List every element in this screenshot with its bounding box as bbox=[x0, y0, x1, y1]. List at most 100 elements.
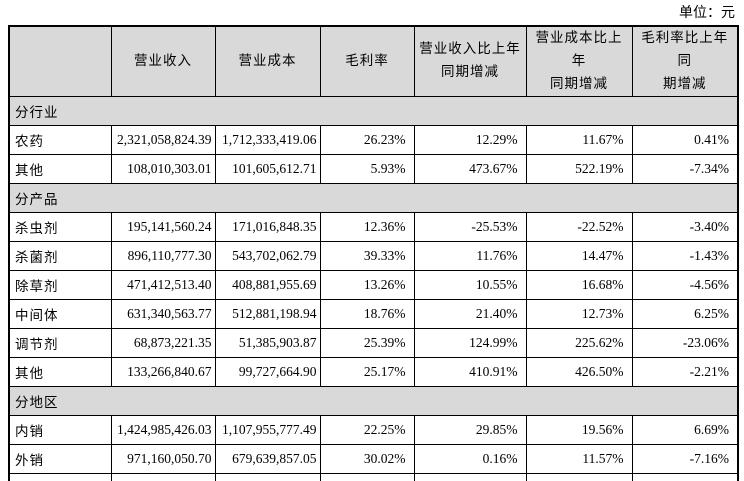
value-cell: 10.55% bbox=[413, 269, 527, 300]
value-cell: 101,605,612.71 bbox=[214, 153, 321, 184]
value-cell: 522.19% bbox=[525, 153, 633, 184]
value-cell: 25.39% bbox=[319, 327, 415, 358]
segment-table: 营业收入 营业成本 毛利率 营业收入比上年 同期增减 营业成本比上年 同期增减 … bbox=[8, 25, 739, 481]
row-label: 外销 bbox=[8, 443, 112, 474]
clipped-cell bbox=[413, 472, 527, 481]
section-row: 分行业 bbox=[8, 95, 739, 126]
clipped-cell bbox=[110, 472, 216, 481]
header-cell-margin-yoy: 毛利率比上年同 期增减 bbox=[631, 25, 739, 97]
table-header: 营业收入 营业成本 毛利率 营业收入比上年 同期增减 营业成本比上年 同期增减 … bbox=[8, 25, 739, 97]
table-row: 其他 108,010,303.01 101,605,612.71 5.93% 473.6… bbox=[8, 153, 739, 184]
value-cell: 13.26% bbox=[319, 269, 415, 300]
value-cell: 12.73% bbox=[525, 298, 633, 329]
value-cell: 631,340,563.77 bbox=[110, 298, 216, 329]
value-cell: 5.93% bbox=[319, 153, 415, 184]
value-cell: 26.23% bbox=[319, 124, 415, 155]
value-cell: 16.68% bbox=[525, 269, 633, 300]
value-cell: -23.06% bbox=[631, 327, 739, 358]
table-row: 其他 133,266,840.67 99,727,664.90 25.17% 410.9… bbox=[8, 356, 739, 387]
table-row: 内销 1,424,985,426.03 1,107,955,777.49 22.25%… bbox=[8, 414, 739, 445]
clipped-cell bbox=[319, 472, 415, 481]
clipped-cell bbox=[214, 472, 321, 481]
header-cell-revenue-yoy: 营业收入比上年 同期增减 bbox=[413, 25, 527, 97]
value-cell: 18.76% bbox=[319, 298, 415, 329]
row-label: 内销 bbox=[8, 414, 112, 445]
table-row: 除草剂 471,412,513.40 408,881,955.69 13.26% 10.… bbox=[8, 269, 739, 300]
header-cell-gross-margin: 毛利率 bbox=[319, 25, 415, 97]
value-cell: 0.41% bbox=[631, 124, 739, 155]
value-cell: 1,107,955,777.49 bbox=[214, 414, 321, 445]
value-cell: 896,110,777.30 bbox=[110, 240, 216, 271]
value-cell: -22.52% bbox=[525, 211, 633, 242]
value-cell: -25.53% bbox=[413, 211, 527, 242]
value-cell: 133,266,840.67 bbox=[110, 356, 216, 387]
value-cell: 171,016,848.35 bbox=[214, 211, 321, 242]
header-cell-blank bbox=[8, 25, 112, 97]
value-cell: -2.21% bbox=[631, 356, 739, 387]
value-cell: 25.17% bbox=[319, 356, 415, 387]
value-cell: 6.69% bbox=[631, 414, 739, 445]
value-cell: 39.33% bbox=[319, 240, 415, 271]
value-cell: 225.62% bbox=[525, 327, 633, 358]
section-title: 分产品 bbox=[8, 182, 739, 213]
table-row: 调节剂 68,873,221.35 51,385,903.87 25.39% 124.9… bbox=[8, 327, 739, 358]
row-label: 农药 bbox=[8, 124, 112, 155]
value-cell: 408,881,955.69 bbox=[214, 269, 321, 300]
value-cell: 14.47% bbox=[525, 240, 633, 271]
table-row: 杀虫剂 195,141,560.24 171,016,848.35 12.36% -25… bbox=[8, 211, 739, 242]
value-cell: 543,702,062.79 bbox=[214, 240, 321, 271]
value-cell: 68,873,221.35 bbox=[110, 327, 216, 358]
table-row: 外销 971,160,050.70 679,639,857.05 30.02% 0.16… bbox=[8, 443, 739, 474]
value-cell: -1.43% bbox=[631, 240, 739, 271]
value-cell: 6.25% bbox=[631, 298, 739, 329]
unit-label: 单位：元 bbox=[679, 6, 735, 21]
value-cell: 99,727,664.90 bbox=[214, 356, 321, 387]
header-cell-cost-yoy: 营业成本比上年 同期增减 bbox=[525, 25, 633, 97]
value-cell: 471,412,513.40 bbox=[110, 269, 216, 300]
value-cell: 108,010,303.01 bbox=[110, 153, 216, 184]
row-label: 中间体 bbox=[8, 298, 112, 329]
table-body: 分行业 农药 2,321,058,824.39 1,712,333,419.06 26.… bbox=[8, 95, 739, 481]
value-cell: -4.56% bbox=[631, 269, 739, 300]
row-label: 其他 bbox=[8, 153, 112, 184]
section-title: 分地区 bbox=[8, 385, 739, 416]
row-label: 其他 bbox=[8, 356, 112, 387]
table-row: 杀菌剂 896,110,777.30 543,702,062.79 39.33% 11.… bbox=[8, 240, 739, 271]
value-cell: 12.29% bbox=[413, 124, 527, 155]
value-cell: 19.56% bbox=[525, 414, 633, 445]
clipped-cell bbox=[525, 472, 633, 481]
value-cell: -3.40% bbox=[631, 211, 739, 242]
header-row: 营业收入 营业成本 毛利率 营业收入比上年 同期增减 营业成本比上年 同期增减 … bbox=[8, 25, 739, 97]
section-row: 分地区 bbox=[8, 385, 739, 416]
value-cell: 11.76% bbox=[413, 240, 527, 271]
value-cell: -7.16% bbox=[631, 443, 739, 474]
value-cell: 0.16% bbox=[413, 443, 527, 474]
value-cell: 30.02% bbox=[319, 443, 415, 474]
value-cell: 195,141,560.24 bbox=[110, 211, 216, 242]
clipped-cell bbox=[631, 472, 739, 481]
header-cell-revenue: 营业收入 bbox=[110, 25, 216, 97]
value-cell: 679,639,857.05 bbox=[214, 443, 321, 474]
value-cell: 11.67% bbox=[525, 124, 633, 155]
value-cell: 29.85% bbox=[413, 414, 527, 445]
table-row: 中间体 631,340,563.77 512,881,198.94 18.76% 21.… bbox=[8, 298, 739, 329]
value-cell: 426.50% bbox=[525, 356, 633, 387]
value-cell: 410.91% bbox=[413, 356, 527, 387]
row-label: 杀虫剂 bbox=[8, 211, 112, 242]
value-cell: 473.67% bbox=[413, 153, 527, 184]
value-cell: 12.36% bbox=[319, 211, 415, 242]
section-row: 分产品 bbox=[8, 182, 739, 213]
value-cell: 22.25% bbox=[319, 414, 415, 445]
value-cell: 1,712,333,419.06 bbox=[214, 124, 321, 155]
header-cell-cost: 营业成本 bbox=[214, 25, 321, 97]
clipped-cell bbox=[8, 472, 112, 481]
value-cell: 512,881,198.94 bbox=[214, 298, 321, 329]
value-cell: -7.34% bbox=[631, 153, 739, 184]
row-label: 杀菌剂 bbox=[8, 240, 112, 271]
value-cell: 21.40% bbox=[413, 298, 527, 329]
table-row: 农药 2,321,058,824.39 1,712,333,419.06 26.23%… bbox=[8, 124, 739, 155]
section-title: 分行业 bbox=[8, 95, 739, 126]
value-cell: 2,321,058,824.39 bbox=[110, 124, 216, 155]
value-cell: 971,160,050.70 bbox=[110, 443, 216, 474]
value-cell: 51,385,903.87 bbox=[214, 327, 321, 358]
